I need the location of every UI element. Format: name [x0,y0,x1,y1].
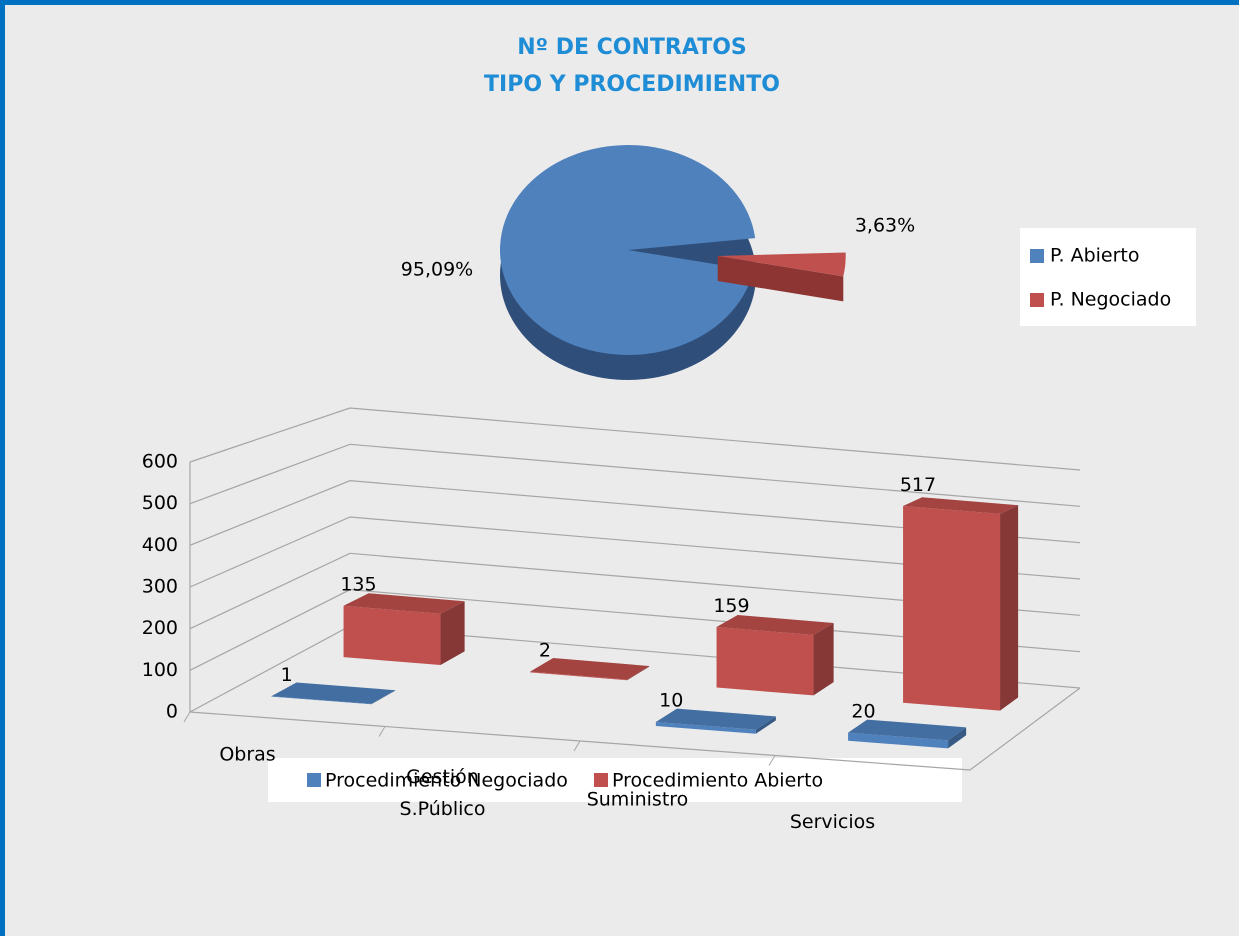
x-tick-label: Gestión S.Público [400,765,486,819]
y-tick-label: 0 [166,701,178,723]
bar [903,497,1019,711]
y-tick-label: 500 [142,492,178,514]
grid-line [189,589,1081,671]
data-label: 3,63% [855,215,915,237]
bar-front [271,696,372,705]
bar [655,708,776,734]
legend-label: P. Abierto [1050,245,1140,267]
bar-top [716,614,834,635]
floor-edge [189,687,1081,771]
pie-legend [1020,228,1196,326]
label-line: S.Público [400,797,486,819]
slice-top [500,145,756,356]
grid-line [189,516,1081,588]
bar-top [271,682,396,704]
y-tick-label: 400 [142,534,178,556]
x-tick-label: Obras [219,743,275,765]
x-tick [183,711,191,723]
bar-side [1000,505,1019,711]
bar-front [655,722,756,734]
data-label: 159 [713,595,749,617]
x-tick-label: Servicios [790,810,875,832]
legend-swatch [594,773,608,787]
bar-side [627,666,650,681]
bar-side [755,716,776,734]
grid-line [189,443,1081,507]
label-line: Obras [219,743,275,765]
bar [271,682,396,705]
bar-top [848,719,967,741]
data-label: 95,09% [401,259,473,281]
bar-top [655,708,776,730]
grid-line [189,480,1081,546]
bar-side [813,622,834,696]
legend-label: P. Negociado [1050,289,1171,311]
frame-top [0,0,1239,5]
bar-side [948,727,967,749]
x-tick [378,726,386,737]
data-label: 1 [281,664,293,686]
bar-top [903,497,1019,514]
bar-front [903,506,1001,711]
x-tick-label: Suministro [587,788,689,810]
y-tick-label: 300 [142,576,178,598]
grid-line [189,407,1081,471]
bar-side [440,601,465,666]
x-tick [768,755,776,766]
chart-subtitle: TIPO Y PROCEDIMIENTO [484,72,780,97]
y-tick-label: 100 [142,659,178,681]
slice-side [717,255,844,302]
data-label: 135 [340,574,376,596]
bar [716,614,834,696]
data-label: 2 [539,639,551,661]
slice-top [717,252,846,277]
y-tick-label: 600 [142,451,178,473]
data-label: 10 [659,690,683,712]
bar-top [530,658,650,680]
bar [530,658,650,681]
label-line: Servicios [790,810,875,832]
y-tick-label: 200 [142,617,178,639]
legend-swatch [307,773,321,787]
bar-front [530,671,628,681]
bar-front [716,627,814,696]
grid-line [189,552,1081,630]
legend-swatch [1030,293,1044,307]
x-tick [573,740,581,752]
frame-left [0,0,5,936]
legend-swatch [1030,249,1044,263]
data-label: 517 [900,474,936,496]
pie-slice [500,145,756,356]
bar-front [848,732,949,749]
pie-slice [717,252,846,302]
bar-side [371,690,396,705]
legend-label: Procedimiento Abierto [612,770,823,792]
data-label: 20 [851,700,875,722]
bar [343,593,465,666]
legend-label: Procedimiento Negociado [325,770,568,792]
chart-title: Nº DE CONTRATOS [517,35,747,60]
bar [848,719,967,749]
label-line: Gestión [406,765,479,787]
bar-front [343,605,441,666]
bar-top [343,593,465,614]
label-line: Suministro [587,788,689,810]
bar-legend [268,758,962,802]
